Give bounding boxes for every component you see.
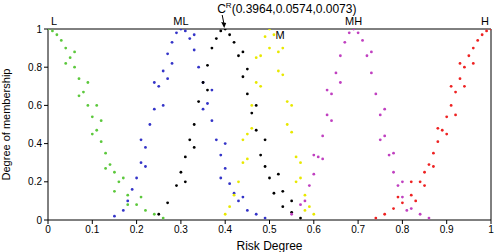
svg-text:0: 0 [45,224,51,235]
svg-text:L: L [51,15,57,27]
svg-text:0.2: 0.2 [28,176,42,187]
svg-text:Degree of membership: Degree of membership [8,69,12,181]
svg-text:1: 1 [488,224,492,235]
svg-text:0.3: 0.3 [174,224,188,235]
svg-text:0.4: 0.4 [28,138,42,149]
svg-text:0.2: 0.2 [130,224,144,235]
svg-text:Risk Degree: Risk Degree [236,239,302,252]
svg-text:0.5: 0.5 [263,224,277,235]
svg-text:MH: MH [345,15,362,27]
svg-text:H: H [481,15,489,27]
svg-text:0.7: 0.7 [351,224,365,235]
svg-text:CR(0.3964,0.0574,0.0073): CR(0.3964,0.0574,0.0073) [217,1,356,16]
svg-text:0.6: 0.6 [307,224,321,235]
svg-text:1: 1 [36,24,42,35]
svg-text:0.9: 0.9 [440,224,454,235]
svg-text:M: M [276,29,285,41]
svg-text:0: 0 [36,215,42,226]
svg-text:0.1: 0.1 [85,224,99,235]
svg-text:0.8: 0.8 [28,62,42,73]
svg-text:0.8: 0.8 [395,224,409,235]
svg-text:ML: ML [173,15,188,27]
svg-text:0.6: 0.6 [28,100,42,111]
svg-text:0.4: 0.4 [218,224,232,235]
